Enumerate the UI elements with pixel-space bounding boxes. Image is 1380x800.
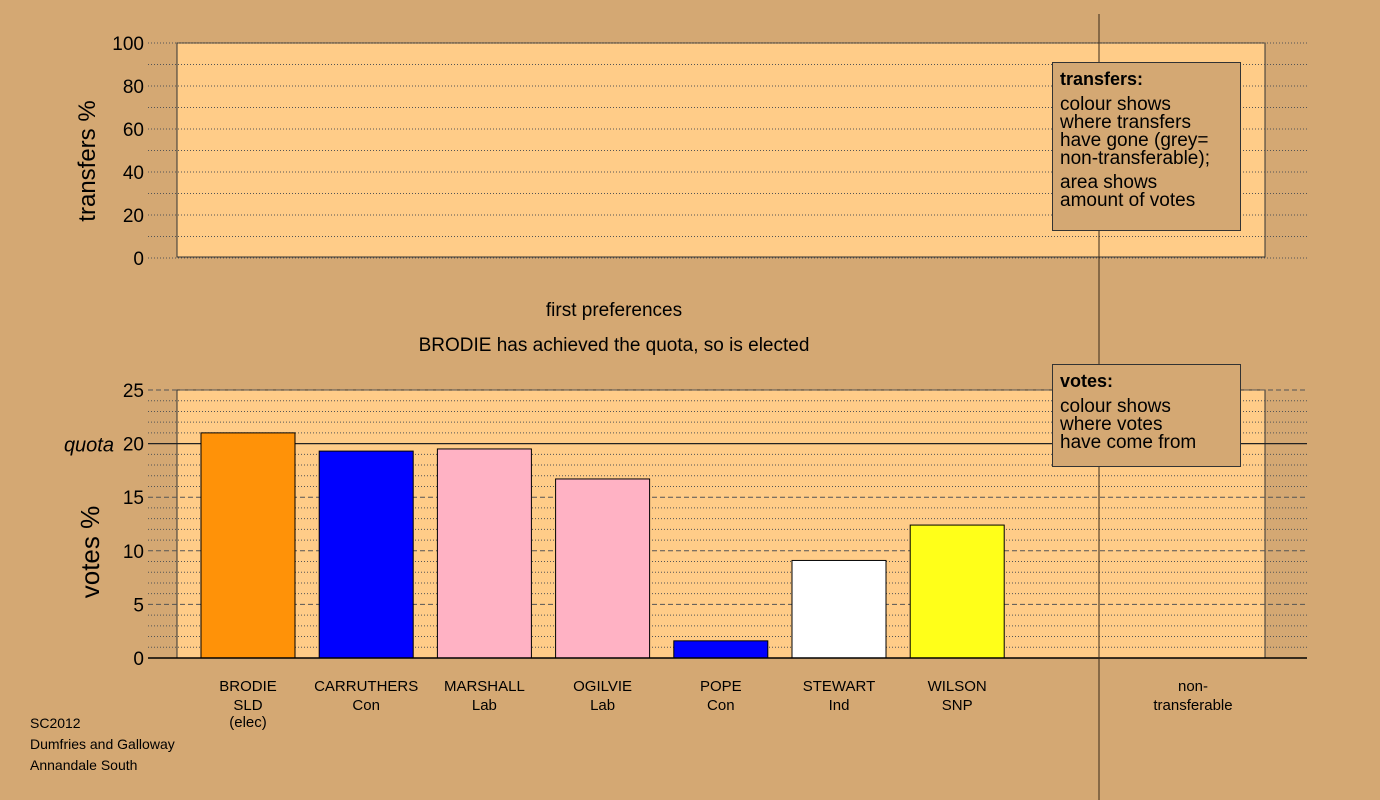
transfers-legend-line: non-transferable); bbox=[1060, 148, 1210, 169]
bar-ogilvie bbox=[555, 478, 651, 659]
chart-subtitle: BRODIE has achieved the quota, so is ele… bbox=[419, 335, 810, 356]
transfers-grid bbox=[148, 42, 1307, 237]
transfers-y-ticks: 0 20 40 60 80 100 bbox=[112, 34, 144, 270]
transfers-legend-line: have gone (grey= bbox=[1060, 130, 1209, 151]
votes-y-tick-label: 10 bbox=[123, 542, 144, 563]
category-party-label: Con bbox=[707, 697, 735, 714]
category-name-label: POPE bbox=[700, 678, 742, 695]
non-transferable-label-line2: transferable bbox=[1153, 697, 1232, 714]
bar-wilson bbox=[909, 524, 1005, 659]
transfers-legend: transfers: colour shows where transfers … bbox=[1052, 62, 1241, 231]
transfers-y-tick-label: 40 bbox=[123, 163, 144, 184]
transfers-y-tick-label: 80 bbox=[123, 77, 144, 98]
category-party-label: SLD bbox=[233, 697, 262, 714]
bar-pope bbox=[673, 640, 769, 659]
votes-y-tick-label: 5 bbox=[133, 595, 144, 616]
transfers-y-axis-label: transfers % bbox=[74, 100, 101, 221]
bar-brodie bbox=[200, 432, 296, 659]
transfers-y-tick-label: 60 bbox=[123, 120, 144, 141]
votes-y-tick-label: 0 bbox=[133, 649, 144, 670]
votes-legend-line: colour shows bbox=[1060, 396, 1171, 417]
category-party-label: Con bbox=[352, 697, 380, 714]
category-name-label: BRODIE bbox=[219, 678, 277, 695]
bar-stewart bbox=[791, 559, 887, 659]
votes-legend-line: where votes bbox=[1060, 414, 1163, 435]
footer-ward: Annandale South bbox=[30, 757, 138, 773]
category-note-label: (elec) bbox=[229, 714, 267, 731]
category-party-label: Lab bbox=[472, 697, 497, 714]
quota-label: quota bbox=[64, 435, 114, 457]
category-party-label: SNP bbox=[942, 697, 973, 714]
footer-council: Dumfries and Galloway bbox=[30, 736, 175, 752]
category-name-label: STEWART bbox=[803, 678, 876, 695]
votes-legend-paragraph: colour shows where votes have come from bbox=[1060, 396, 1232, 453]
bar-carruthers bbox=[318, 450, 414, 659]
transfers-legend-paragraph: area shows amount of votes bbox=[1060, 172, 1232, 211]
votes-y-ticks: 0 5 10 15 20 25 bbox=[123, 381, 144, 670]
category-party-label: Ind bbox=[829, 697, 850, 714]
non-transferable-label-line1: non- bbox=[1178, 678, 1208, 695]
transfers-legend-line: where transfers bbox=[1060, 112, 1191, 133]
transfers-legend-line: amount of votes bbox=[1060, 190, 1196, 211]
transfers-y-tick-label: 100 bbox=[112, 34, 144, 55]
footer-election: SC2012 bbox=[30, 715, 81, 731]
votes-legend-title: votes: bbox=[1060, 371, 1114, 391]
transfers-legend-line: area shows bbox=[1060, 172, 1158, 193]
votes-y-tick-label: 20 bbox=[123, 435, 144, 456]
category-name-label: MARSHALL bbox=[444, 678, 525, 695]
category-name-label: WILSON bbox=[928, 678, 987, 695]
votes-y-axis-label: votes % bbox=[75, 506, 105, 599]
category-party-label: Lab bbox=[590, 697, 615, 714]
votes-y-tick-label: 15 bbox=[123, 488, 144, 509]
chart-title: first preferences bbox=[546, 300, 682, 321]
votes-y-tick-label: 25 bbox=[123, 381, 144, 402]
transfers-legend-paragraph: colour shows where transfers have gone (… bbox=[1060, 94, 1232, 169]
footer-info: SC2012 Dumfries and Galloway Annandale S… bbox=[30, 713, 175, 776]
votes-legend: votes: colour shows where votes have com… bbox=[1052, 364, 1241, 467]
votes-legend-line: have come from bbox=[1060, 432, 1197, 453]
category-name-label: OGILVIE bbox=[573, 678, 632, 695]
transfers-legend-title: transfers: bbox=[1060, 69, 1144, 89]
category-labels: BRODIE SLD(elec) CARRUTHERS Con MARSHALL Lab O… bbox=[219, 678, 987, 731]
category-name-label: CARRUTHERS bbox=[314, 678, 418, 695]
transfers-y-tick-label: 20 bbox=[123, 206, 144, 227]
votes-bars bbox=[200, 432, 1005, 659]
transfers-y-tick-label: 0 bbox=[133, 249, 144, 270]
transfers-legend-line: colour shows bbox=[1060, 94, 1171, 115]
bar-marshall bbox=[436, 448, 532, 659]
